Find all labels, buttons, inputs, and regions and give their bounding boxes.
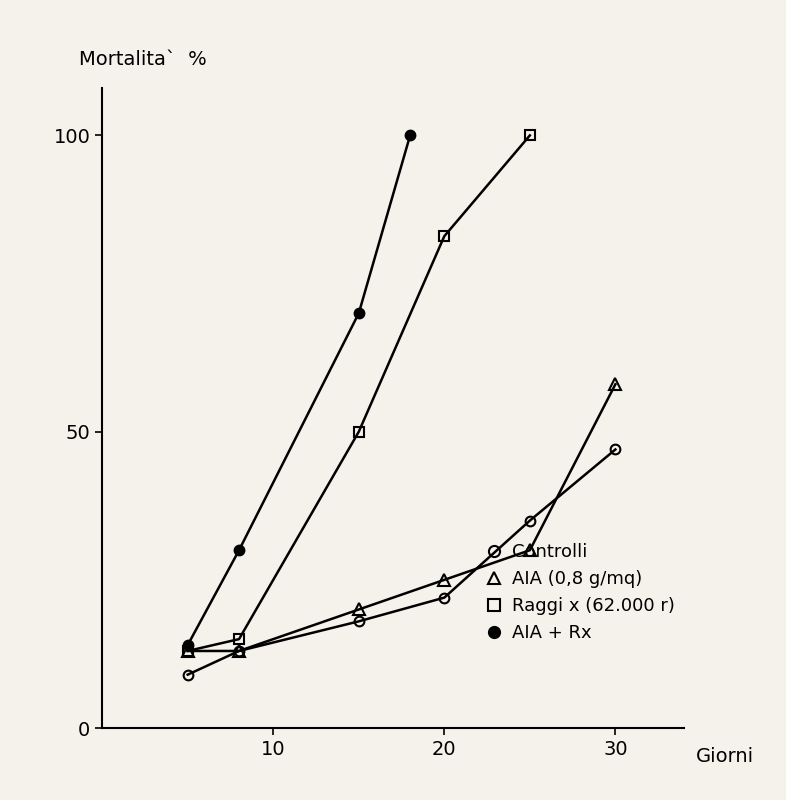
Legend: Controlli, AIA (0,8 g/mq), Raggi x (62.000 r), AIA + Rx: Controlli, AIA (0,8 g/mq), Raggi x (62.0…	[487, 543, 675, 642]
Text: Giorni: Giorni	[696, 747, 754, 766]
Text: Mortalita`  %: Mortalita` %	[79, 50, 207, 69]
